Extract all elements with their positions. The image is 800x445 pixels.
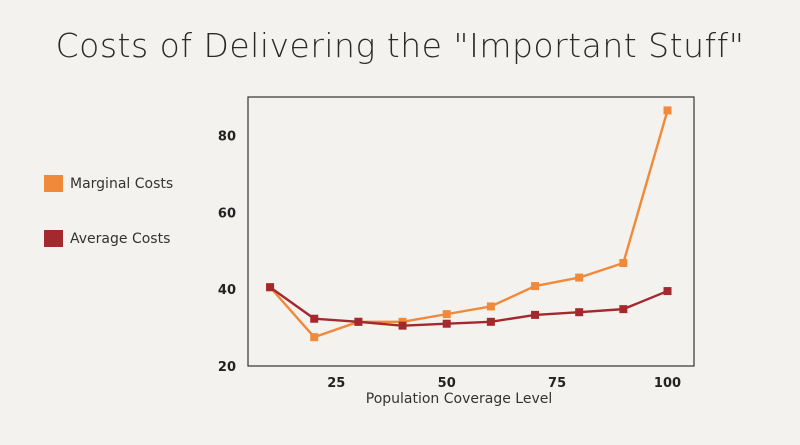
y-tick-label: 20 xyxy=(218,360,236,375)
x-tick-label: 25 xyxy=(327,376,345,391)
data-point-1 xyxy=(486,317,495,326)
data-point-0 xyxy=(663,106,672,115)
data-point-0 xyxy=(531,282,540,291)
legend-swatch-marginal xyxy=(44,175,63,192)
x-tick-label: 75 xyxy=(548,376,566,391)
data-point-1 xyxy=(442,319,451,328)
data-point-1 xyxy=(354,317,363,326)
data-point-0 xyxy=(442,310,451,319)
data-point-0 xyxy=(486,302,495,311)
data-point-1 xyxy=(398,321,407,330)
y-tick-label: 60 xyxy=(218,206,236,221)
series-line-1 xyxy=(269,286,668,327)
data-point-1 xyxy=(531,310,540,319)
y-tick-label: 40 xyxy=(218,283,236,298)
y-tick-label: 80 xyxy=(218,129,236,144)
data-point-1 xyxy=(575,308,584,317)
legend-label-average: Average Costs xyxy=(70,230,171,247)
data-point-1 xyxy=(310,314,319,323)
data-point-0 xyxy=(619,259,628,268)
legend-swatch-average xyxy=(44,230,63,247)
data-point-0 xyxy=(575,273,584,282)
x-tick-label: 100 xyxy=(654,376,681,391)
x-axis-label: Population Coverage Level xyxy=(366,391,552,407)
series-line-0 xyxy=(269,110,669,339)
data-point-1 xyxy=(266,283,275,292)
data-point-1 xyxy=(663,287,672,296)
data-point-0 xyxy=(310,333,319,342)
x-tick-label: 50 xyxy=(438,376,456,391)
chart-title: Costs of Delivering the "Important Stuff… xyxy=(55,26,745,65)
legend-label-marginal: Marginal Costs xyxy=(70,175,174,192)
plot-frame xyxy=(247,96,695,367)
legend-item-average: Average Costs xyxy=(44,230,170,247)
data-point-1 xyxy=(619,305,628,314)
legend-item-marginal: Marginal Costs xyxy=(44,175,173,192)
